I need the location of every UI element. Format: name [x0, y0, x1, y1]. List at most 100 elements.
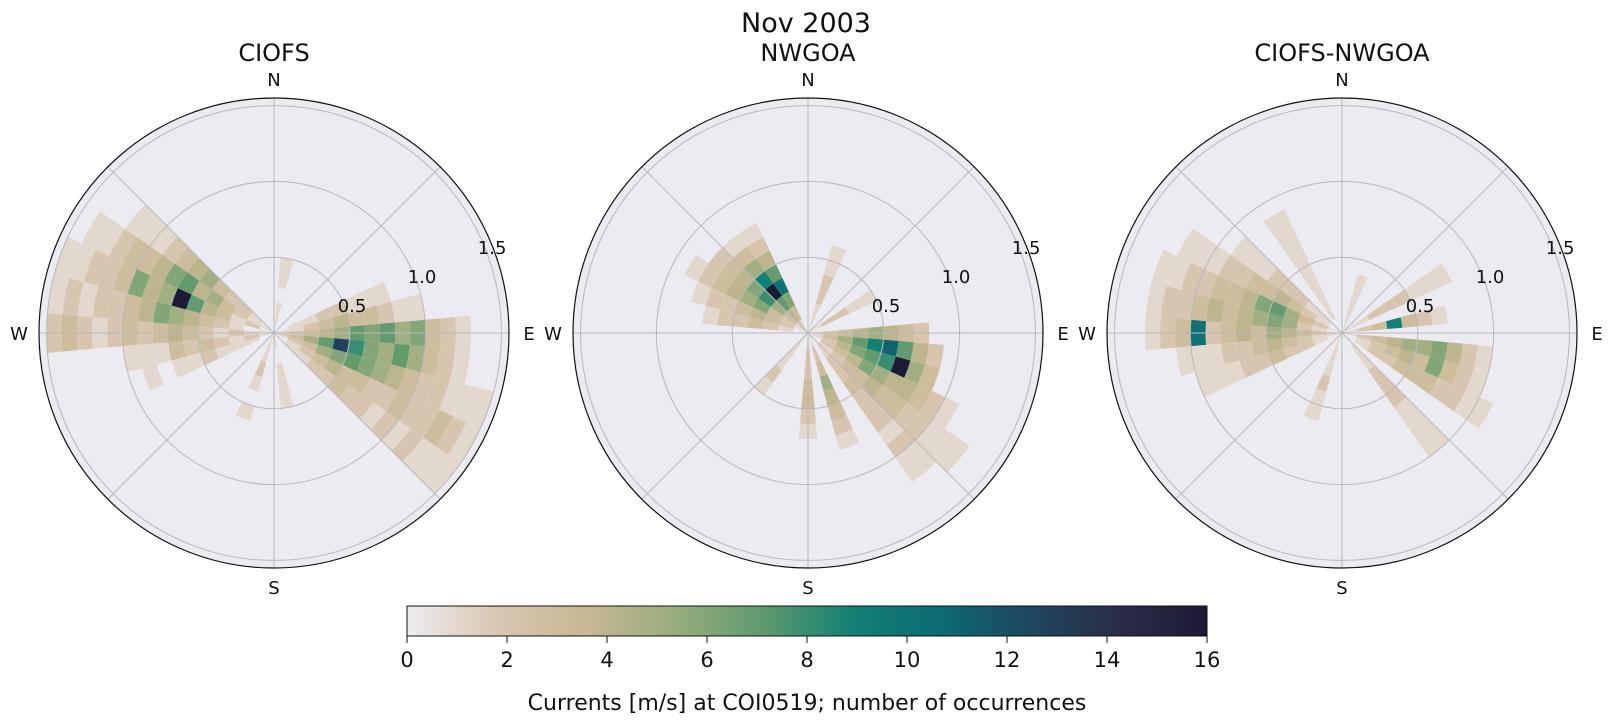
histogram-bin — [199, 268, 221, 290]
histogram-bin — [122, 293, 143, 322]
histogram-bin — [191, 280, 212, 301]
histogram-bin — [168, 340, 187, 361]
histogram-bin — [811, 346, 821, 363]
histogram-bin — [1415, 309, 1433, 327]
histogram-bin — [754, 375, 774, 396]
histogram-bin — [186, 352, 206, 372]
histogram-bin — [1424, 356, 1445, 378]
histogram-bin — [1391, 289, 1411, 308]
histogram-bin — [818, 341, 833, 355]
histogram-bin — [1283, 344, 1301, 359]
histogram-bin — [702, 305, 721, 326]
histogram-bin — [1312, 336, 1329, 346]
histogram-bin — [1195, 268, 1219, 298]
histogram-bin — [213, 317, 231, 330]
histogram-bin — [747, 236, 770, 259]
histogram-bin — [786, 308, 800, 323]
histogram-bin — [907, 384, 932, 412]
radial-tick-label: 1.0 — [942, 267, 971, 288]
histogram-bin — [81, 211, 113, 250]
histogram-bin — [1166, 256, 1191, 290]
histogram-bin — [1292, 290, 1310, 307]
histogram-bin — [356, 288, 377, 310]
histogram-bin — [808, 318, 815, 333]
histogram-bin — [124, 204, 157, 238]
histogram-bin — [1245, 272, 1268, 295]
histogram-bin — [705, 288, 726, 310]
histogram-bin — [1429, 305, 1448, 326]
histogram-bin — [851, 336, 869, 349]
histogram-bin — [932, 397, 960, 429]
histogram-bin — [1221, 301, 1240, 324]
radial-tick-label: 1.0 — [408, 267, 437, 288]
histogram-bin — [808, 333, 824, 337]
histogram-bin — [276, 362, 286, 379]
histogram-bin — [1266, 313, 1284, 328]
histogram-bin — [1368, 365, 1385, 383]
histogram-bin — [823, 387, 841, 407]
histogram-bin — [1359, 354, 1375, 371]
histogram-bin — [919, 390, 946, 420]
polar-frame — [1106, 97, 1578, 569]
histogram-bin — [254, 360, 267, 377]
histogram-bin — [857, 289, 877, 308]
colorbar-tick-label: 16 — [1194, 648, 1221, 672]
histogram-bin — [246, 315, 262, 327]
histogram-bin — [1175, 346, 1196, 377]
histogram-bin — [153, 301, 172, 324]
histogram-bin — [1254, 294, 1274, 314]
histogram-bin — [274, 333, 289, 340]
histogram-bin — [359, 402, 386, 430]
histogram-bin — [1236, 305, 1255, 326]
colorbar-tick-label: 8 — [800, 648, 813, 672]
histogram-bin — [820, 339, 836, 351]
histogram-bin — [287, 320, 304, 330]
histogram-bin — [1311, 334, 1328, 341]
angular-gridline — [273, 332, 441, 500]
angular-gridline — [641, 332, 809, 500]
histogram-bin — [1160, 285, 1181, 319]
histogram-bin — [1366, 306, 1384, 321]
histogram-bin — [1371, 321, 1388, 331]
histogram-bin — [466, 387, 494, 430]
histogram-bin — [1242, 247, 1267, 273]
histogram-bin — [275, 302, 282, 319]
histogram-bin — [1298, 313, 1315, 326]
histogram-bin — [777, 325, 794, 332]
histogram-bin — [213, 336, 231, 349]
histogram-bin — [739, 289, 759, 308]
histogram-bin — [1283, 307, 1301, 322]
histogram-bin — [410, 403, 439, 438]
histogram-bin — [770, 300, 787, 316]
histogram-bin — [288, 325, 305, 332]
colorbar-tick-label: 6 — [700, 648, 713, 672]
histogram-bin — [708, 247, 733, 273]
histogram-bin — [799, 319, 808, 333]
histogram-bin — [438, 380, 465, 417]
histogram-bin — [301, 340, 318, 353]
angular-gridline — [273, 166, 441, 334]
histogram-bin — [1453, 390, 1480, 420]
histogram-bin — [722, 233, 748, 258]
histogram-bin — [405, 344, 426, 373]
histogram-bin — [890, 356, 911, 378]
histogram-bin — [1400, 313, 1418, 328]
histogram-bin — [385, 390, 412, 420]
colorbar-tick-label: 2 — [500, 648, 513, 672]
histogram-bin — [1385, 336, 1403, 349]
histogram-bin — [376, 342, 395, 365]
histogram-bin — [894, 440, 926, 470]
histogram-bin — [92, 285, 113, 319]
colorbar-gradient — [406, 605, 1208, 637]
histogram-bin — [925, 428, 958, 462]
histogram-bin — [425, 376, 450, 410]
histogram-bin — [1342, 324, 1356, 333]
histogram-bin — [286, 339, 302, 351]
histogram-bin — [1327, 326, 1342, 333]
histogram-bin — [142, 364, 165, 391]
histogram-bin — [1180, 262, 1205, 294]
histogram-bin — [138, 343, 157, 369]
histogram-bin — [827, 245, 847, 265]
histogram-bin — [316, 367, 337, 387]
histogram-bin — [186, 294, 206, 314]
